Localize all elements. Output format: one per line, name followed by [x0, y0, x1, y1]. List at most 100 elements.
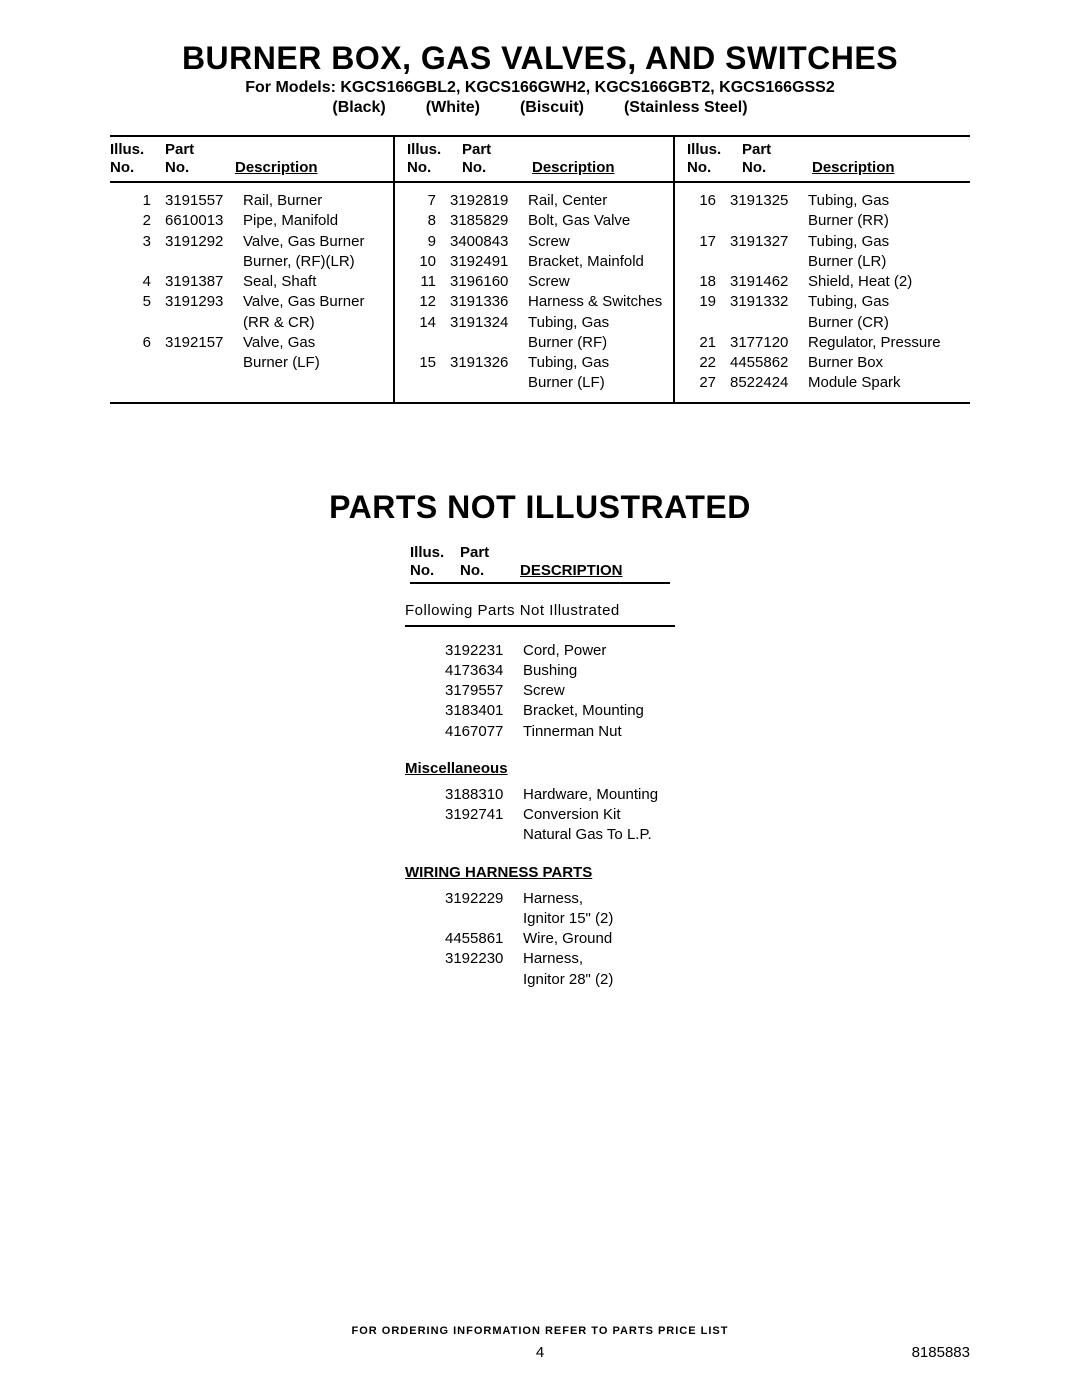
cell-part: 3188310 — [445, 785, 523, 805]
hdr-part: Part — [742, 141, 771, 158]
cell-illus — [405, 722, 445, 742]
cell-desc: Natural Gas To L.P. — [523, 825, 675, 845]
table-row: (RR & CR) — [110, 313, 393, 333]
cell-illus: 21 — [675, 333, 730, 353]
cell-illus — [405, 825, 445, 845]
cell-desc: Tubing, Gas — [808, 191, 955, 211]
cell-part: 3192230 — [445, 949, 523, 969]
table-row: 224455862Burner Box — [675, 353, 955, 373]
cell-desc: Ignitor 15" (2) — [523, 909, 675, 929]
cell-illus: 5 — [110, 292, 165, 312]
table-row: Burner (LF) — [110, 353, 393, 373]
cell-desc: Burner (RF) — [528, 333, 673, 353]
table-row: 73192819Rail, Center — [395, 191, 673, 211]
cell-illus: 4 — [110, 272, 165, 292]
table-row: 3188310Hardware, Mounting — [405, 785, 675, 805]
cell-part: 3192229 — [445, 889, 523, 909]
cell-part: 3191292 — [165, 232, 243, 252]
hdr-illus: Illus. — [110, 141, 144, 158]
table-col-2: 73192819Rail, Center83185829Bolt, Gas Va… — [395, 183, 675, 402]
color-label: (White) — [426, 99, 480, 117]
cell-desc: Rail, Burner — [243, 191, 393, 211]
table-row: 3192231Cord, Power — [405, 641, 675, 661]
cell-desc: Valve, Gas — [243, 333, 393, 353]
cell-illus: 6 — [110, 333, 165, 353]
cell-part: 3192741 — [445, 805, 523, 825]
cell-part: 3191326 — [450, 353, 528, 373]
pni-content: Following Parts Not Illustrated 3192231C… — [405, 584, 675, 990]
cell-desc: Harness & Switches — [528, 292, 673, 312]
colors-row: (Black) (White) (Biscuit) (Stainless Ste… — [110, 99, 970, 117]
cell-illus: 17 — [675, 232, 730, 252]
color-label: (Stainless Steel) — [624, 99, 748, 117]
table-row: Burner (LR) — [675, 252, 955, 272]
cell-part — [165, 353, 243, 373]
cell-desc: (RR & CR) — [243, 313, 393, 333]
cell-part: 3191293 — [165, 292, 243, 312]
cell-illus — [405, 949, 445, 969]
pni-wiring-list: 3192229Harness,Ignitor 15" (2)4455861Wir… — [405, 889, 675, 990]
cell-illus: 2 — [110, 211, 165, 231]
table-row: 13191557Rail, Burner — [110, 191, 393, 211]
cell-desc: Shield, Heat (2) — [808, 272, 955, 292]
hdr-illus: Illus. — [687, 141, 721, 158]
cell-desc: Ignitor 28" (2) — [523, 970, 675, 990]
cell-illus — [395, 373, 450, 393]
cell-desc: Valve, Gas Burner — [243, 232, 393, 252]
cell-part — [165, 252, 243, 272]
cell-desc: Tubing, Gas — [528, 353, 673, 373]
cell-part: 3192819 — [450, 191, 528, 211]
page-title: BURNER BOX, GAS VALVES, AND SWITCHES — [110, 40, 970, 77]
table-col-1: 13191557Rail, Burner26610013Pipe, Manifo… — [110, 183, 395, 402]
pni-misc-list: 3188310Hardware, Mounting3192741Conversi… — [405, 785, 675, 846]
table-row: 213177120Regulator, Pressure — [675, 333, 955, 353]
cell-desc: Conversion Kit — [523, 805, 675, 825]
cell-illus — [395, 333, 450, 353]
hdr-part: Part — [460, 544, 489, 561]
cell-illus — [405, 909, 445, 929]
cell-illus: 3 — [110, 232, 165, 252]
table-row: Burner (RF) — [395, 333, 673, 353]
table-row: 26610013Pipe, Manifold — [110, 211, 393, 231]
table-row: 3183401Bracket, Mounting — [405, 701, 675, 721]
cell-part: 3179557 — [445, 681, 523, 701]
cell-illus: 11 — [395, 272, 450, 292]
cell-part: 4167077 — [445, 722, 523, 742]
cell-illus: 16 — [675, 191, 730, 211]
footer-text: FOR ORDERING INFORMATION REFER TO PARTS … — [0, 1325, 1080, 1337]
cell-desc: Bushing — [523, 661, 675, 681]
cell-illus: 7 — [395, 191, 450, 211]
table-row: Burner (RR) — [675, 211, 955, 231]
cell-illus — [110, 353, 165, 373]
table-header: Illus.No. PartNo. Description Illus.No. … — [110, 137, 970, 183]
table-row: Natural Gas To L.P. — [405, 825, 675, 845]
cell-part: 3196160 — [450, 272, 528, 292]
table-row: 83185829Bolt, Gas Valve — [395, 211, 673, 231]
table-row: 4167077Tinnerman Nut — [405, 722, 675, 742]
table-row: 4173634Bushing — [405, 661, 675, 681]
cell-part — [730, 313, 808, 333]
hdr-illus-no: No. — [407, 159, 431, 176]
table-row: 103192491Bracket, Mainfold — [395, 252, 673, 272]
cell-desc: Bolt, Gas Valve — [528, 211, 673, 231]
cell-illus — [405, 805, 445, 825]
hdr-illus: Illus. — [407, 141, 441, 158]
table-row: Burner (LF) — [395, 373, 673, 393]
table-row: 183191462Shield, Heat (2) — [675, 272, 955, 292]
cell-part — [445, 909, 523, 929]
table-row: 4455861Wire, Ground — [405, 929, 675, 949]
cell-desc: Tubing, Gas — [528, 313, 673, 333]
cell-desc: Burner (LF) — [243, 353, 393, 373]
cell-desc: Burner (RR) — [808, 211, 955, 231]
cell-part: 3191325 — [730, 191, 808, 211]
table-row: 33191292Valve, Gas Burner — [110, 232, 393, 252]
table-row: 53191293Valve, Gas Burner — [110, 292, 393, 312]
cell-desc: Tubing, Gas — [808, 292, 955, 312]
cell-illus — [405, 785, 445, 805]
cell-illus — [405, 661, 445, 681]
cell-part: 3191332 — [730, 292, 808, 312]
cell-part: 3192157 — [165, 333, 243, 353]
doc-number: 8185883 — [912, 1344, 970, 1361]
cell-illus: 22 — [675, 353, 730, 373]
table-row: 193191332Tubing, Gas — [675, 292, 955, 312]
